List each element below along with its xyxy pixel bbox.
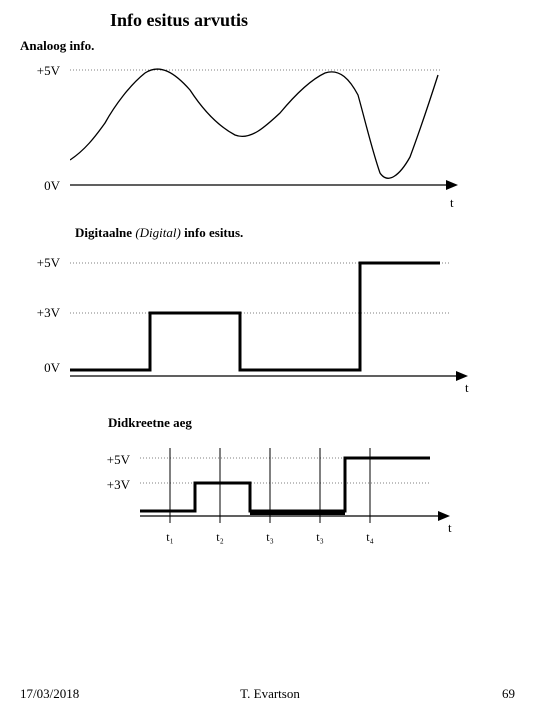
section3-tick-4: t₃ xyxy=(310,530,330,545)
section2-ylabel-3v: +3V xyxy=(25,305,60,321)
section3-ylabel-5v: +5V xyxy=(95,452,130,468)
section1-ylabel-5v: +5V xyxy=(25,63,60,79)
slide-page: Info esitus arvutis Analoog info. +5V 0V… xyxy=(0,0,540,720)
section2-ylabel-5v: +5V xyxy=(25,255,60,271)
section2-heading: Digitaalne (Digital) info esitus. xyxy=(75,225,243,241)
section2-heading-part1: Digitaalne xyxy=(75,225,135,240)
section3-chart xyxy=(140,448,455,538)
footer-author: T. Evartson xyxy=(240,686,300,702)
section3-ylabel-3v: +3V xyxy=(95,477,130,493)
section3-tick-3: t₃ xyxy=(260,530,280,545)
section2-heading-part3: info esitus. xyxy=(181,225,243,240)
section1-heading: Analoog info. xyxy=(20,38,94,54)
section2-heading-part2: (Digital) xyxy=(135,225,181,240)
section3-tick-1: t₁ xyxy=(160,530,180,545)
section3-heading: Didkreetne aeg xyxy=(108,415,192,431)
section1-ylabel-0v: 0V xyxy=(25,178,60,194)
section2-ylabel-0v: 0V xyxy=(25,360,60,376)
footer-page-number: 69 xyxy=(502,686,515,702)
section2-chart xyxy=(70,258,470,393)
section1-chart xyxy=(70,65,460,210)
footer-date: 17/03/2018 xyxy=(20,686,79,702)
section3-tick-5: t₄ xyxy=(360,530,380,545)
section3-tick-2: t₂ xyxy=(210,530,230,545)
page-title: Info esitus arvutis xyxy=(110,10,248,31)
